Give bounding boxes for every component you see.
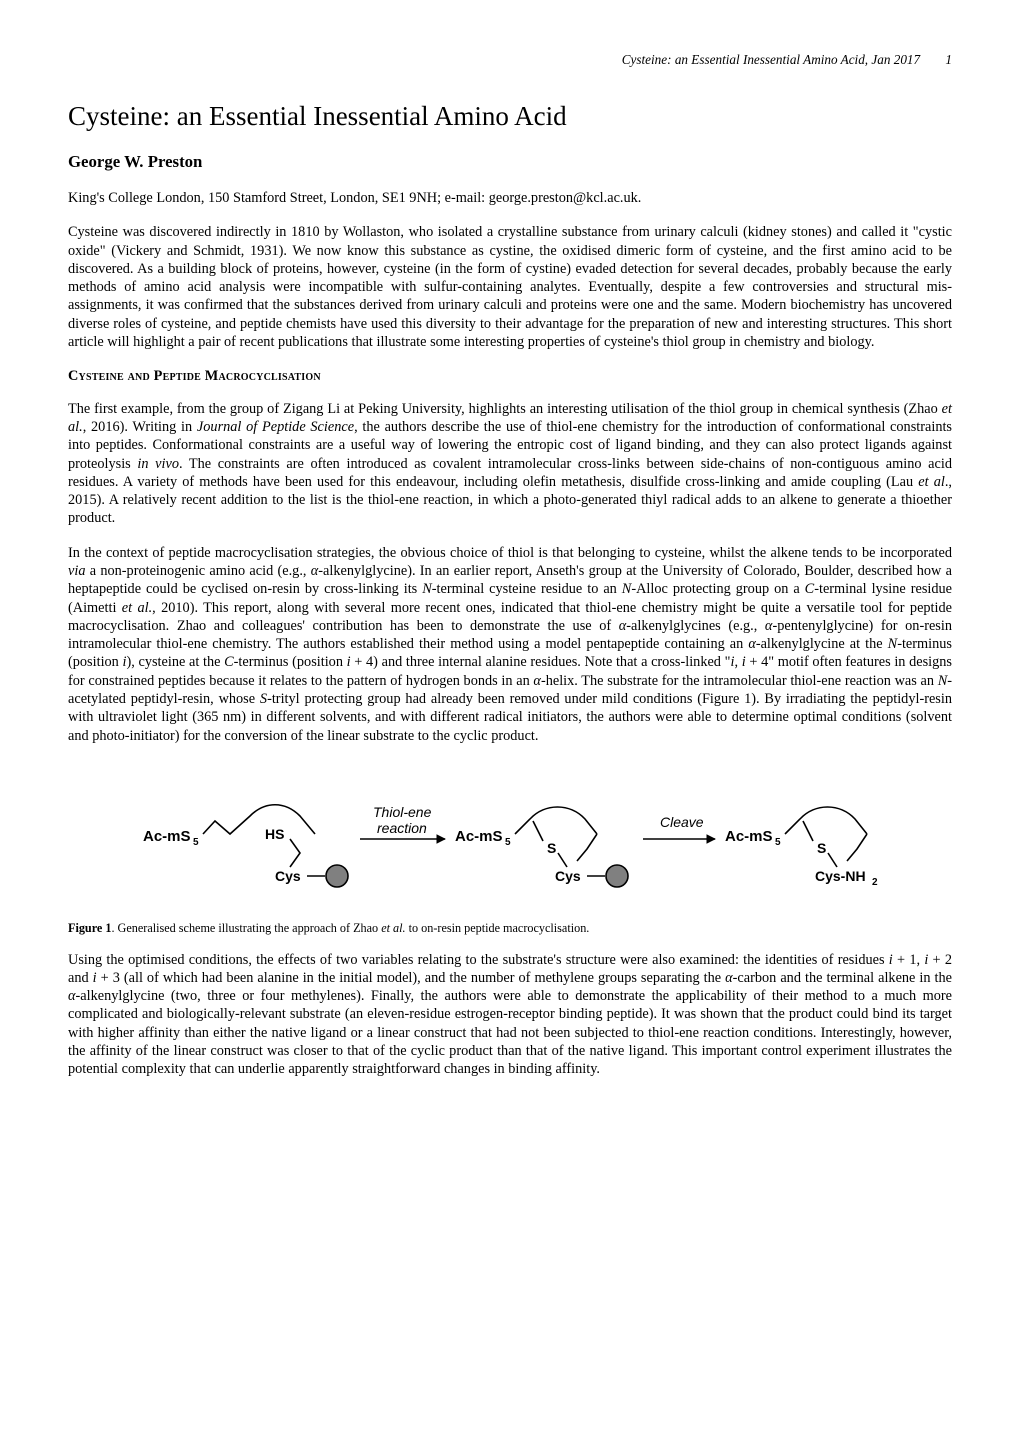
paragraph-2: In the context of peptide macrocyclisati… — [68, 544, 952, 745]
svg-text:Cys: Cys — [555, 868, 581, 884]
svg-text:S: S — [547, 840, 556, 856]
svg-text:Thiol-ene: Thiol-ene — [373, 804, 432, 820]
svg-text:5: 5 — [505, 837, 511, 848]
author-name: George W. Preston — [68, 151, 952, 173]
running-header-text: Cysteine: an Essential Inessential Amino… — [622, 52, 920, 67]
scheme-diagram-icon: Ac-mS5HSCysThiol-enereactionAc-mS5SCysCl… — [115, 761, 905, 911]
paragraph-1: The first example, from the group of Zig… — [68, 400, 952, 528]
svg-text:Cleave: Cleave — [660, 814, 704, 830]
svg-text:Ac-mS: Ac-mS — [143, 828, 191, 845]
svg-text:2: 2 — [872, 877, 878, 888]
running-header: Cysteine: an Essential Inessential Amino… — [68, 52, 952, 69]
svg-text:Cys: Cys — [275, 868, 301, 884]
page-number: 1 — [945, 52, 952, 67]
intro-paragraph: Cysteine was discovered indirectly in 18… — [68, 223, 952, 351]
svg-text:5: 5 — [193, 837, 199, 848]
article-title: Cysteine: an Essential Inessential Amino… — [68, 99, 952, 134]
svg-text:HS: HS — [265, 826, 284, 842]
figure-1-caption: Figure 1. Generalised scheme illustratin… — [68, 921, 952, 937]
figure-1: Ac-mS5HSCysThiol-enereactionAc-mS5SCysCl… — [68, 761, 952, 911]
svg-text:5: 5 — [775, 837, 781, 848]
paragraph-3: Using the optimised conditions, the effe… — [68, 951, 952, 1079]
svg-text:Ac-mS: Ac-mS — [725, 828, 773, 845]
svg-text:reaction: reaction — [377, 820, 427, 836]
svg-text:Cys-NH: Cys-NH — [815, 868, 866, 884]
affiliation: King's College London, 150 Stamford Stre… — [68, 189, 952, 207]
svg-text:S: S — [817, 840, 826, 856]
section-heading: Cysteine and Peptide Macrocyclisation — [68, 367, 952, 385]
svg-text:Ac-mS: Ac-mS — [455, 828, 503, 845]
